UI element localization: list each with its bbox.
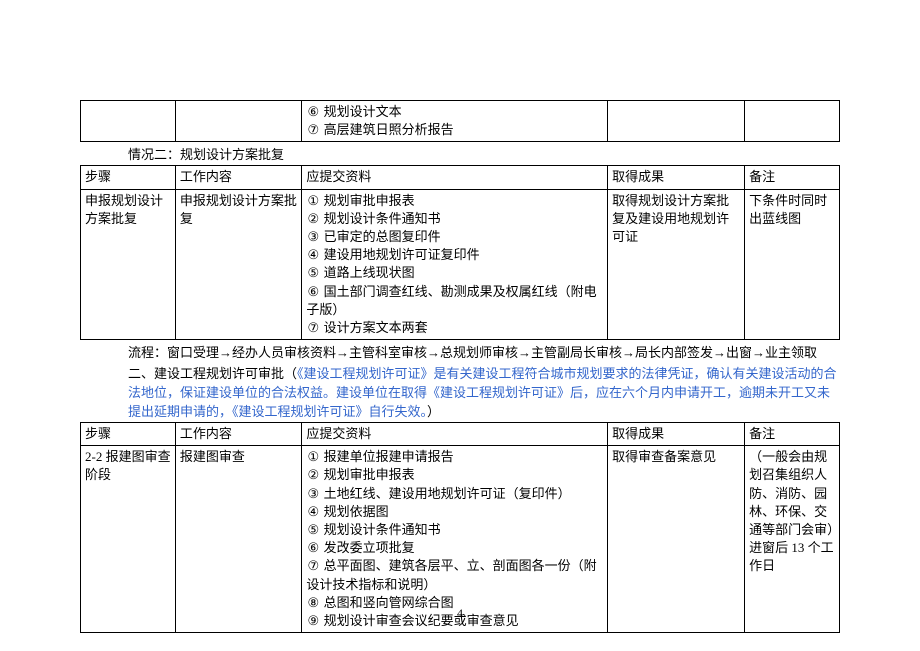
header-result: 取得成果 (608, 166, 745, 189)
header-work: 工作内容 (175, 423, 302, 446)
item-number: ② (306, 466, 320, 484)
item-number: ① (306, 448, 320, 466)
item-text: 报建单位报建申请报告 (324, 449, 454, 464)
item-text: 规划设计文本 (324, 104, 402, 119)
cell-result: 取得规划设计方案批复及建设用地规划许可证 (608, 189, 745, 340)
cell-step: 2-2 报建图审查阶段 (81, 446, 176, 633)
table-row: ⑥ 规划设计文本 ⑦ 高层建筑日照分析报告 (81, 101, 840, 142)
item-number: ⑦ (306, 121, 320, 139)
item-text: 国土部门调查红线、勘测成果及权属红线（附电子版） (306, 284, 596, 317)
table-case2: 步骤 工作内容 应提交资料 取得成果 备注 申报规划设计方案批复 申报规划设计方… (80, 165, 840, 340)
table-row: 2-2 报建图审查阶段 报建图审查 ① 报建单位报建申请报告 ② 规划审批申报表… (81, 446, 840, 633)
section2-text: 二、建设工程规划许可审批（《建设工程规划许可证》是有关建设工程符合城市规划要求的… (80, 363, 840, 420)
item-text: 规划审批申报表 (324, 193, 415, 208)
item-text: 设计方案文本两套 (324, 320, 428, 335)
cell-materials: ① 报建单位报建申请报告 ② 规划审批申报表 ③ 土地红线、建设用地规划许可证（… (302, 446, 608, 633)
cell-work: 报建图审查 (175, 446, 302, 633)
item-text: 规划依据图 (324, 504, 389, 519)
cell-remark: （一般会由规划召集组织人防、消防、园林、环保、交通等部门会审）进窗后 13 个工… (745, 446, 840, 633)
header-remark: 备注 (745, 166, 840, 189)
table-header-row: 步骤 工作内容 应提交资料 取得成果 备注 (81, 166, 840, 189)
case-label: 情况二：规划设计方案批复 (80, 144, 840, 163)
header-step: 步骤 (81, 166, 176, 189)
item-number: ⑥ (306, 539, 320, 557)
cell-remark: 下条件时同时出蓝线图 (745, 189, 840, 340)
item-text: 土地红线、建设用地规划许可证（复印件） (324, 486, 571, 501)
cell-materials: ① 规划审批申报表 ② 规划设计条件通知书 ③ 已审定的总图复印件 ④ 建设用地… (302, 189, 608, 340)
header-result: 取得成果 (608, 423, 745, 446)
section2-suffix: ） (427, 404, 440, 419)
table-header-row: 步骤 工作内容 应提交资料 取得成果 备注 (81, 423, 840, 446)
header-step: 步骤 (81, 423, 176, 446)
item-number: ⑥ (306, 283, 320, 301)
item-number: ⑥ (306, 103, 320, 121)
page-number: 4 (0, 606, 920, 621)
item-text: 发改委立项批复 (324, 540, 415, 555)
header-material: 应提交资料 (302, 166, 608, 189)
item-text: 道路上线现状图 (324, 265, 415, 280)
header-remark: 备注 (745, 423, 840, 446)
header-material: 应提交资料 (302, 423, 608, 446)
cell-step: 申报规划设计方案批复 (81, 189, 176, 340)
item-number: ④ (306, 503, 320, 521)
item-text: 规划设计条件通知书 (324, 522, 441, 537)
item-number: ④ (306, 246, 320, 264)
item-text: 已审定的总图复印件 (324, 229, 441, 244)
table-section2: 步骤 工作内容 应提交资料 取得成果 备注 2-2 报建图审查阶段 报建图审查 … (80, 422, 840, 633)
item-number: ⑤ (306, 521, 320, 539)
item-text: 规划设计条件通知书 (324, 211, 441, 226)
item-text: 总平面图、建筑各层平、立、剖面图各一份（附设计技术指标和说明） (306, 558, 596, 591)
item-number: ③ (306, 485, 320, 503)
item-number: ⑦ (306, 557, 320, 575)
cell-result: 取得审查备案意见 (608, 446, 745, 633)
table-row: 申报规划设计方案批复 申报规划设计方案批复 ① 规划审批申报表 ② 规划设计条件… (81, 189, 840, 340)
cell-work: 申报规划设计方案批复 (175, 189, 302, 340)
item-number: ① (306, 192, 320, 210)
section2-prefix: 二、建设工程规划许可审批（ (128, 366, 297, 381)
item-text: 建设用地规划许可证复印件 (324, 247, 480, 262)
flow-text: 流程：窗口受理→经办人员审核资料→主管科室审核→总规划师审核→主管副局长审核→局… (80, 342, 840, 361)
table-continuation: ⑥ 规划设计文本 ⑦ 高层建筑日照分析报告 (80, 100, 840, 142)
item-number: ⑤ (306, 264, 320, 282)
item-text: 高层建筑日照分析报告 (324, 122, 454, 137)
item-number: ② (306, 210, 320, 228)
item-number: ③ (306, 228, 320, 246)
item-number: ⑦ (306, 319, 320, 337)
item-text: 规划审批申报表 (324, 467, 415, 482)
header-work: 工作内容 (175, 166, 302, 189)
